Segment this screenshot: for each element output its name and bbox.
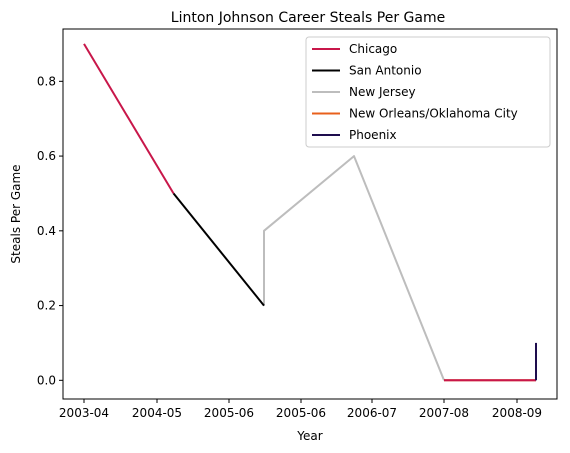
x-tick-label: 2004-05 — [132, 406, 182, 420]
x-tick-label: 2008-09 — [492, 406, 542, 420]
y-tick-label: 0.2 — [37, 299, 56, 313]
x-tick-label: 2006-07 — [347, 406, 397, 420]
x-tick-label: 2007-08 — [419, 406, 469, 420]
x-tick-label: 2005-06 — [204, 406, 254, 420]
legend-label: San Antonio — [349, 64, 422, 78]
series-line-san-antonio — [172, 192, 265, 307]
x-tick-label: 2005-06 — [276, 406, 326, 420]
y-tick-label: 0.0 — [37, 373, 56, 387]
series-line-chicago — [83, 43, 175, 194]
y-tick-label: 0.4 — [37, 224, 56, 238]
legend: Chicago San Antonio New Jersey New Orleans/… — [305, 36, 551, 148]
chart-title: Linton Johnson Career Steals Per Game — [171, 10, 445, 26]
y-axis: 0.0 0.2 0.4 0.6 0.8 — [37, 74, 63, 387]
legend-label: Chicago — [349, 42, 397, 56]
plot-area — [83, 43, 537, 382]
y-tick-label: 0.6 — [37, 149, 56, 163]
plot-frame — [62, 28, 558, 400]
x-axis-title: Year — [296, 429, 322, 443]
legend-label: Phoenix — [349, 128, 397, 142]
legend-label: New Jersey — [349, 85, 416, 99]
legend-label: New Orleans/Oklahoma City — [349, 107, 518, 121]
series-line-new-jersey — [263, 155, 445, 381]
y-tick-label: 0.8 — [37, 74, 56, 88]
x-axis: 2003-04 2004-05 2005-06 2005-06 2006-07 2007-… — [59, 399, 542, 420]
x-tick-label: 2003-04 — [59, 406, 109, 420]
y-axis-title: Steals Per Game — [9, 164, 23, 263]
legend-box — [305, 36, 551, 148]
